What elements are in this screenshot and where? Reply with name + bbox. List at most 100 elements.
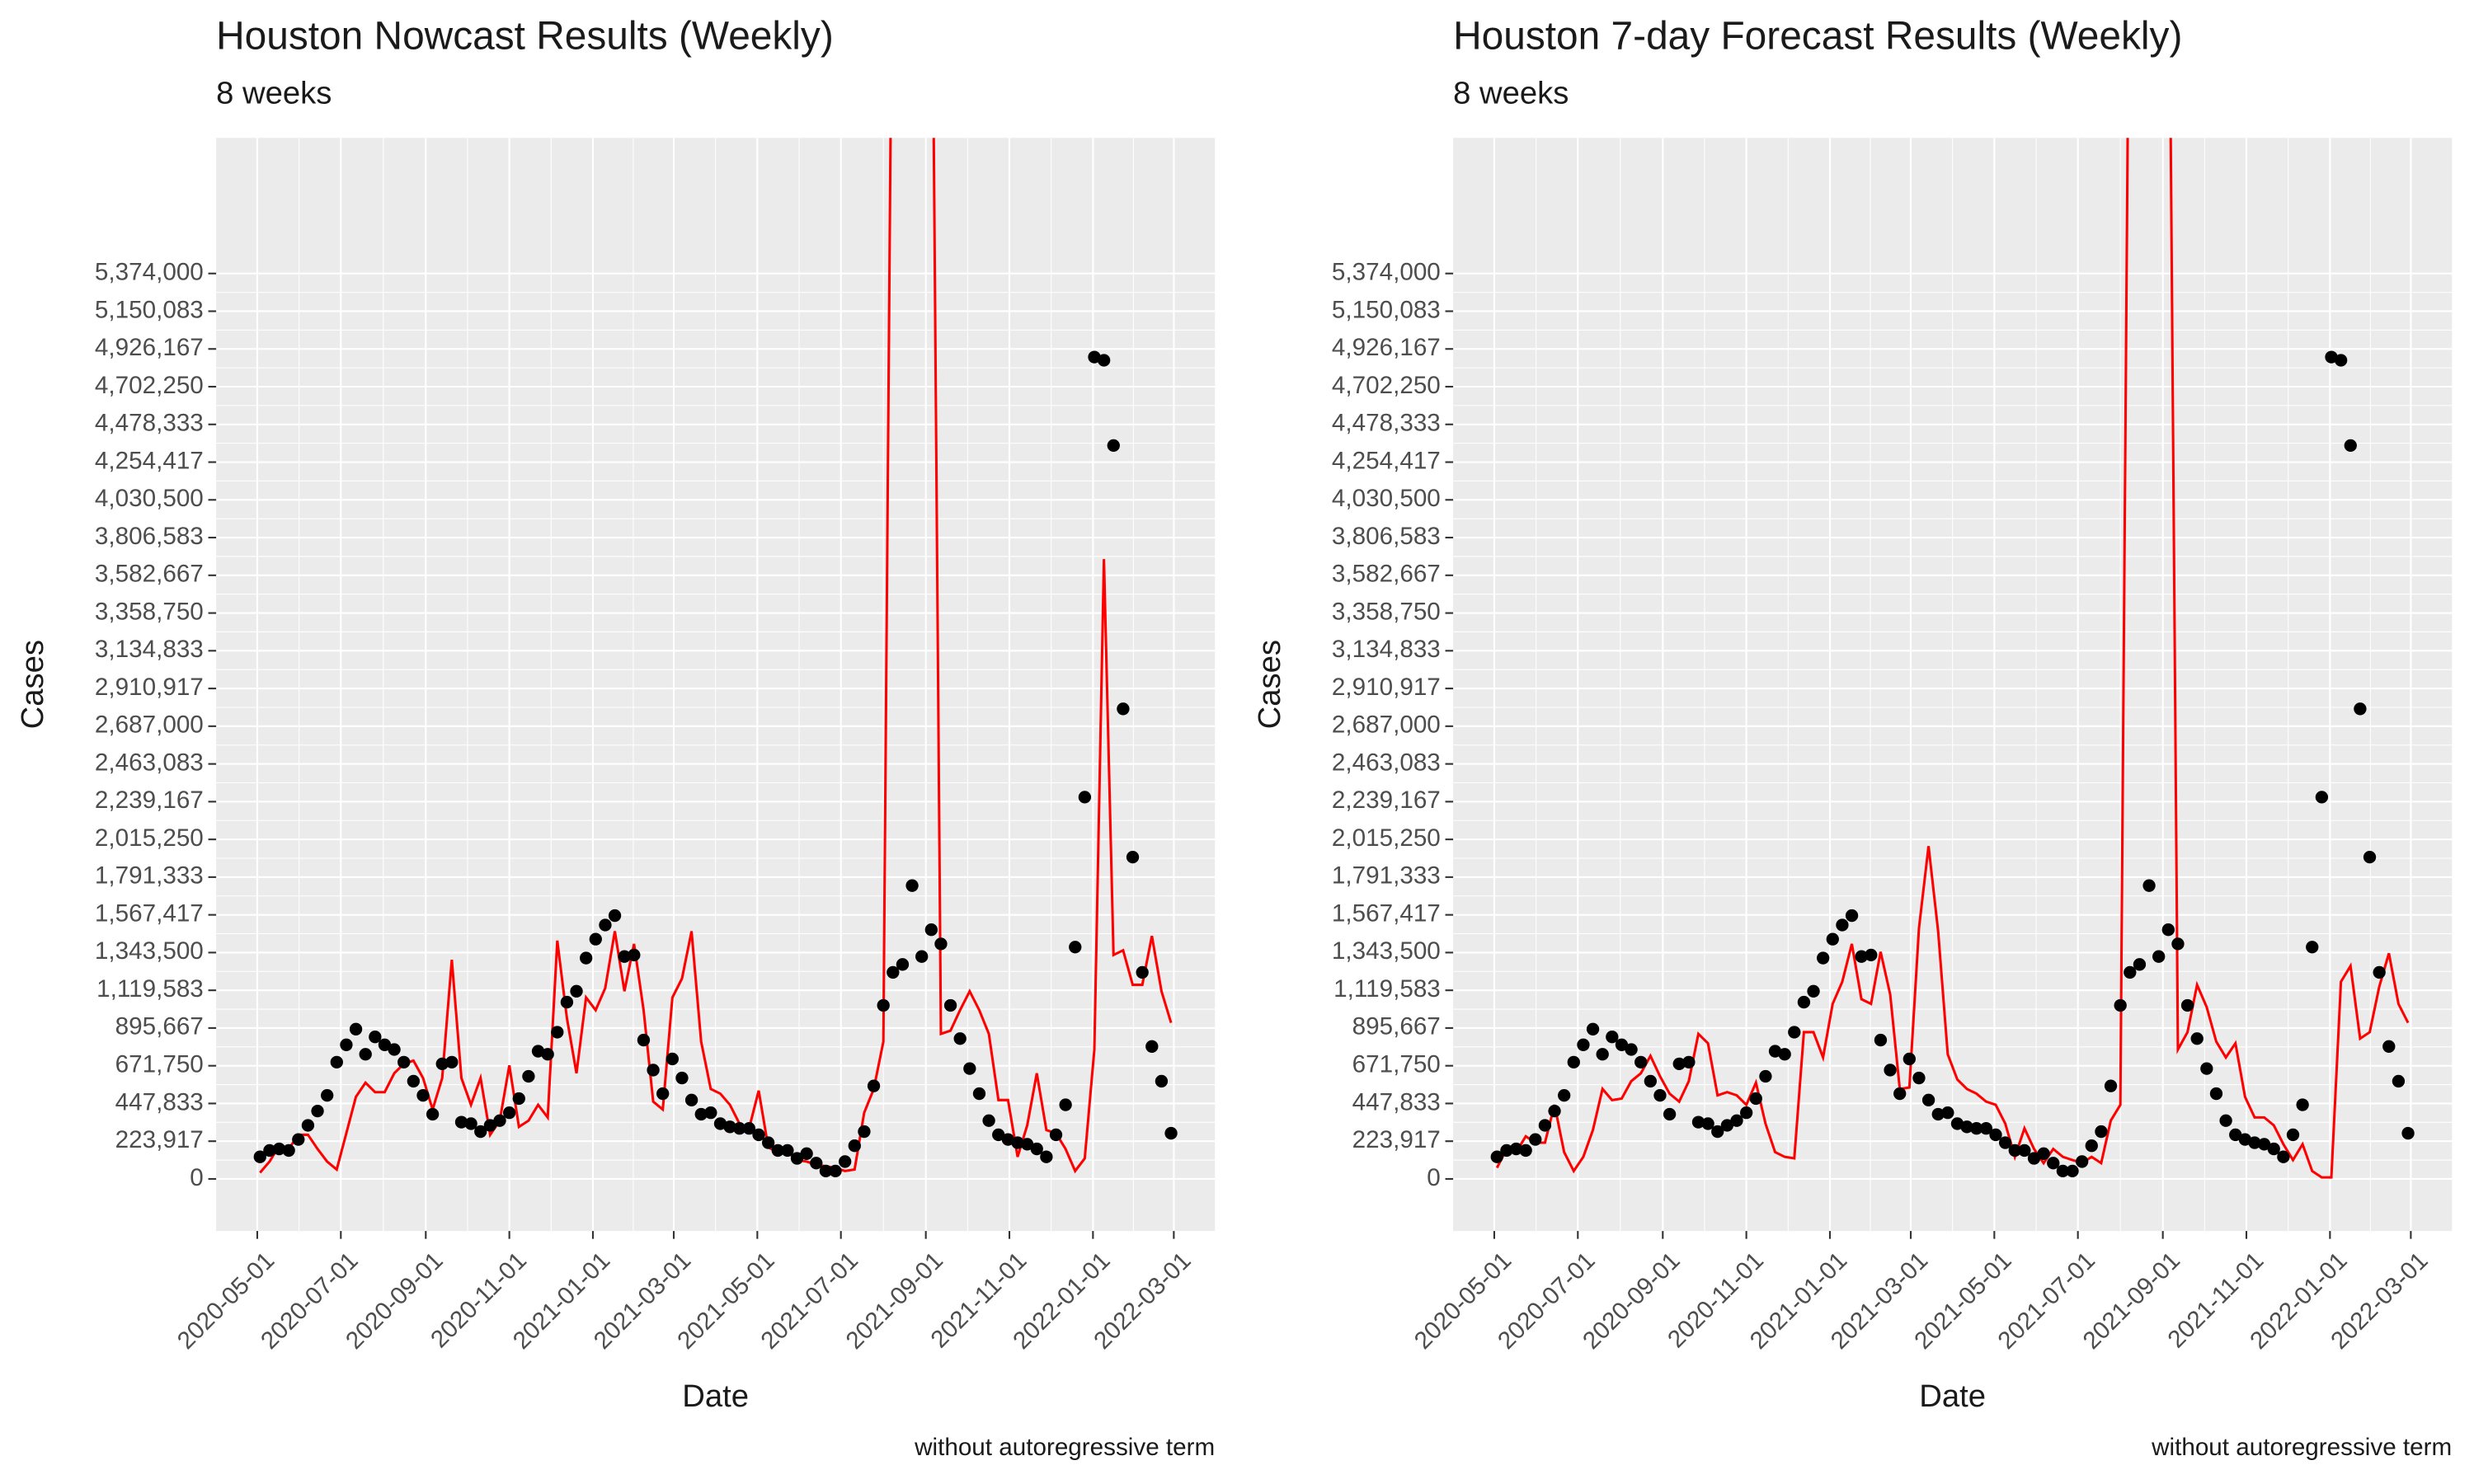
data-point <box>1529 1133 1542 1146</box>
data-point <box>1979 1122 1993 1135</box>
x-axis-title: Date <box>682 1378 749 1414</box>
data-point <box>1912 1071 1926 1085</box>
data-point <box>2209 1087 2223 1101</box>
data-point <box>1644 1074 1657 1088</box>
y-tick-label: 3,358,750 <box>1332 598 1441 625</box>
y-tick-label: 1,567,417 <box>95 899 204 927</box>
data-point <box>407 1074 420 1088</box>
y-tick-label: 2,239,167 <box>95 787 204 814</box>
data-point <box>1778 1048 1791 1061</box>
data-point <box>2200 1062 2213 1075</box>
y-tick-label: 4,030,500 <box>95 485 204 512</box>
y-tick-label: 1,791,333 <box>1332 862 1441 890</box>
y-tick-label: 447,833 <box>115 1088 204 1115</box>
data-point <box>512 1092 525 1106</box>
data-point <box>1797 995 1811 1009</box>
data-point <box>1950 1117 1964 1130</box>
data-point <box>1049 1128 1063 1142</box>
data-point <box>1500 1144 1513 1158</box>
data-point <box>2238 1133 2252 1146</box>
data-point <box>1941 1106 1954 1120</box>
data-point <box>2363 850 2377 864</box>
data-point <box>551 1026 564 1039</box>
data-point <box>1625 1043 1638 1056</box>
data-point <box>2373 965 2386 979</box>
data-point <box>810 1157 823 1170</box>
data-point <box>1836 918 1849 932</box>
data-point <box>2008 1144 2021 1158</box>
data-point <box>2315 791 2329 804</box>
data-point <box>1136 965 1149 979</box>
data-point <box>349 1022 363 1036</box>
data-point <box>1155 1074 1169 1088</box>
data-point <box>858 1125 871 1139</box>
data-point <box>1577 1038 1590 1051</box>
data-point <box>2257 1138 2271 1151</box>
data-point <box>1586 1022 1600 1036</box>
data-point <box>1749 1092 1762 1106</box>
data-point <box>1164 1126 1178 1140</box>
data-point <box>2066 1164 2079 1178</box>
data-point <box>340 1038 353 1051</box>
data-point <box>464 1117 477 1130</box>
data-point <box>647 1064 660 1077</box>
data-point <box>1730 1114 1743 1127</box>
y-tick-label: 0 <box>190 1164 203 1191</box>
data-point <box>829 1164 842 1178</box>
data-point <box>1711 1125 1724 1139</box>
data-point <box>1558 1088 1571 1102</box>
y-tick-label: 223,917 <box>1352 1126 1441 1153</box>
data-point <box>541 1048 554 1061</box>
data-point <box>2334 354 2348 367</box>
y-tick-label: 1,119,583 <box>1333 975 1441 1003</box>
data-line <box>259 138 1173 1174</box>
data-point <box>2296 1098 2309 1111</box>
y-tick-label: 223,917 <box>115 1126 204 1153</box>
y-tick-label: 895,667 <box>115 1013 204 1040</box>
data-point <box>301 1119 315 1132</box>
data-point <box>1519 1144 1532 1158</box>
data-point <box>1989 1128 2002 1142</box>
data-point <box>1653 1088 1667 1102</box>
y-tick-label: 4,926,167 <box>95 334 204 361</box>
data-point <box>982 1114 995 1127</box>
caption: without autoregressive term <box>2151 1434 2452 1461</box>
data-point <box>1998 1136 2012 1149</box>
data-point <box>943 998 957 1012</box>
y-tick-label: 4,478,333 <box>1332 410 1441 437</box>
data-layer <box>1490 138 2415 1179</box>
data-point <box>282 1144 295 1158</box>
data-point <box>599 918 612 932</box>
data-point <box>1682 1055 1696 1068</box>
data-point <box>2104 1079 2118 1092</box>
data-point <box>522 1069 535 1083</box>
data-point <box>1931 1107 1945 1121</box>
x-axis-title: Date <box>1919 1378 1986 1414</box>
data-point <box>1145 1040 1159 1053</box>
data-point <box>2152 950 2166 963</box>
data-layer <box>253 138 1178 1178</box>
y-tick-label: 2,687,000 <box>1332 711 1441 739</box>
data-point <box>666 1052 679 1066</box>
data-point <box>704 1106 717 1120</box>
data-point <box>1826 932 1839 946</box>
data-point <box>887 965 900 979</box>
y-tick-label: 1,791,333 <box>95 862 204 890</box>
data-point <box>1807 984 1820 998</box>
data-point <box>800 1147 813 1160</box>
data-point <box>369 1031 382 1044</box>
data-point <box>1663 1107 1677 1121</box>
data-point <box>1884 1064 1897 1077</box>
data-point <box>819 1164 833 1178</box>
y-axis-title: Cases <box>1252 640 1287 729</box>
y-tick-label: 2,015,250 <box>1332 824 1441 852</box>
data-point <box>694 1107 708 1121</box>
data-point <box>292 1133 305 1146</box>
y-tick-label: 0 <box>1427 1164 1441 1191</box>
y-tick-label: 4,702,250 <box>1332 372 1441 399</box>
chart-title: Houston 7-day Forecast Results (Weekly) <box>1453 14 2182 58</box>
data-point <box>771 1144 784 1158</box>
data-point <box>2047 1157 2060 1170</box>
data-point <box>905 879 919 892</box>
data-point <box>397 1055 411 1068</box>
